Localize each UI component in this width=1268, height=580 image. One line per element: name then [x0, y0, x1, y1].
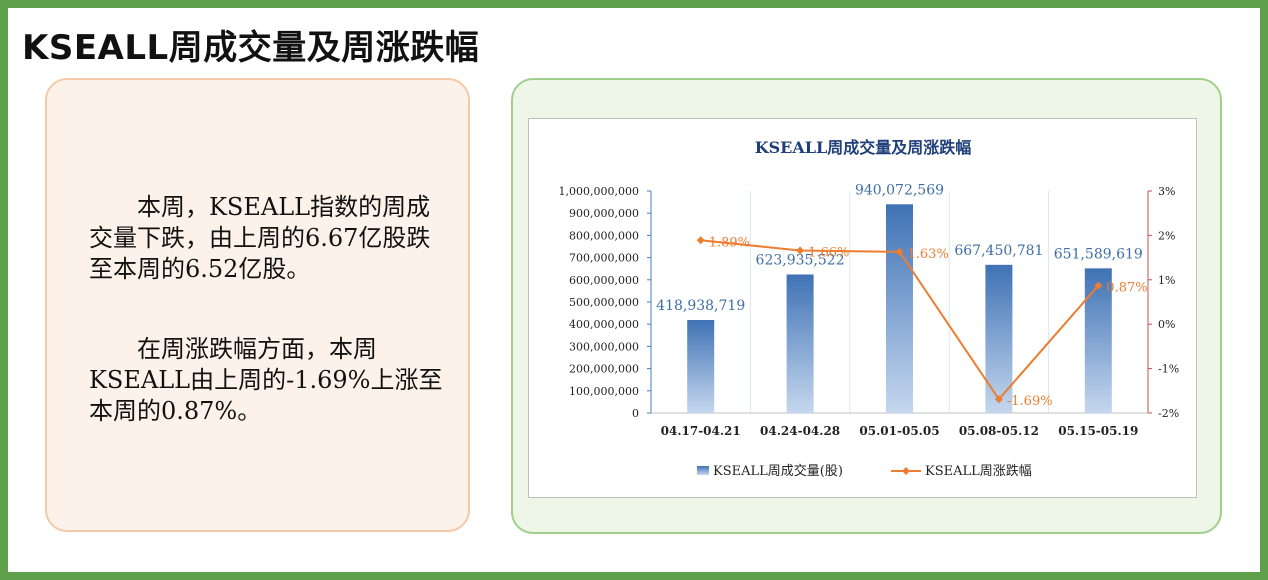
right-tick-label: 1%	[1158, 274, 1175, 287]
volume-bar	[687, 319, 715, 413]
volume-data-label: 623,935,522	[756, 252, 845, 268]
left-tick-label: 100,000,000	[569, 385, 639, 398]
right-tick-label: -1%	[1158, 363, 1179, 376]
x-tick-label: 05.15-05.19	[1058, 424, 1138, 438]
change-marker	[1094, 281, 1103, 290]
legend-swatch-volume	[697, 466, 709, 475]
volume-bar	[786, 274, 814, 413]
right-tick-label: 3%	[1158, 185, 1175, 198]
volume-data-label: 667,450,781	[954, 243, 1043, 259]
right-tick-label: 0%	[1158, 318, 1175, 331]
change-data-label: 1.63%	[908, 247, 949, 262]
volume-data-label: 418,938,719	[656, 298, 745, 314]
change-data-label: 1.66%	[808, 245, 849, 260]
volume-bar	[886, 204, 913, 413]
summary-paragraph-change: 在周涨跌幅方面，本周KSEALL由上周的-1.69%上涨至本周的0.87%。	[89, 335, 443, 425]
left-tick-label: 0	[632, 407, 639, 420]
page-title: KSEALL周成交量及周涨跌幅	[22, 28, 480, 68]
left-tick-label: 700,000,000	[569, 252, 639, 265]
change-marker	[796, 246, 805, 255]
right-tick-label: -2%	[1158, 407, 1179, 420]
x-tick-label: 04.24-04.28	[760, 424, 840, 438]
left-tick-label: 400,000,000	[569, 318, 639, 331]
left-tick-label: 600,000,000	[569, 274, 639, 287]
x-tick-label: 05.01-05.05	[859, 424, 939, 438]
x-tick-label: 05.08-05.12	[959, 424, 1039, 438]
volume-data-label: 940,072,569	[855, 182, 944, 198]
legend-label-change: KSEALL周涨跌幅	[925, 463, 1032, 479]
change-data-label: 1.89%	[709, 235, 750, 250]
volume-data-label: 651,589,619	[1054, 246, 1143, 262]
right-tick-label: 2%	[1158, 229, 1175, 242]
change-data-label: -1.69%	[1007, 394, 1053, 409]
summary-card: 本周，KSEALL指数的周成交量下跌，由上周的6.67亿股跌至本周的6.52亿股…	[45, 78, 470, 532]
volume-bar	[985, 264, 1013, 413]
change-data-label: 0.87%	[1106, 281, 1147, 296]
left-tick-label: 800,000,000	[569, 229, 639, 242]
left-tick-label: 900,000,000	[569, 207, 639, 220]
legend-marker-change	[902, 467, 910, 475]
chart-container: KSEALL周成交量及周涨跌幅 1,000,000,000 900,000,000…	[528, 118, 1197, 498]
change-marker	[895, 247, 904, 256]
volume-bar	[1084, 268, 1112, 413]
left-tick-label: 1,000,000,000	[559, 185, 639, 198]
change-marker	[994, 395, 1003, 404]
change-marker	[696, 236, 705, 245]
left-tick-label: 200,000,000	[569, 363, 639, 376]
combo-chart: KSEALL周成交量及周涨跌幅 1,000,000,000 900,000,000…	[559, 138, 1180, 479]
left-tick-label: 500,000,000	[569, 296, 639, 309]
chart-title: KSEALL周成交量及周涨跌幅	[755, 138, 972, 157]
x-tick-label: 04.17-04.21	[661, 424, 741, 438]
left-tick-label: 300,000,000	[569, 340, 639, 353]
summary-paragraph-volume: 本周，KSEALL指数的周成交量下跌，由上周的6.67亿股跌至本周的6.52亿股…	[89, 193, 431, 283]
legend-label-volume: KSEALL周成交量(股)	[713, 463, 843, 479]
